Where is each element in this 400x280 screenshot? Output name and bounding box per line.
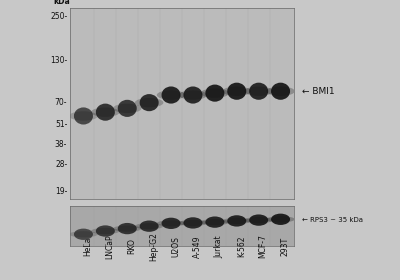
Ellipse shape: [200, 88, 229, 98]
Ellipse shape: [227, 83, 246, 100]
Ellipse shape: [96, 104, 115, 121]
Text: Hep-G2: Hep-G2: [149, 232, 158, 261]
Ellipse shape: [140, 94, 159, 111]
Text: K-562: K-562: [237, 236, 246, 257]
Ellipse shape: [74, 108, 93, 125]
Ellipse shape: [222, 87, 251, 96]
Text: ← RPS3 ~ 35 kDa: ← RPS3 ~ 35 kDa: [302, 217, 364, 223]
Ellipse shape: [113, 225, 142, 232]
Ellipse shape: [222, 218, 251, 224]
Ellipse shape: [271, 214, 290, 225]
Text: 19-: 19-: [55, 187, 67, 196]
Text: 38-: 38-: [55, 140, 67, 149]
Ellipse shape: [162, 218, 180, 229]
Ellipse shape: [179, 90, 207, 100]
Ellipse shape: [200, 219, 229, 225]
Ellipse shape: [69, 231, 98, 237]
Text: 293T: 293T: [280, 237, 290, 256]
Text: ← BMI1: ← BMI1: [302, 87, 335, 96]
Ellipse shape: [249, 214, 268, 226]
Text: RKO: RKO: [127, 239, 136, 255]
Ellipse shape: [91, 228, 120, 234]
Ellipse shape: [157, 90, 185, 100]
Text: 130-: 130-: [50, 56, 67, 65]
Text: HeLa: HeLa: [84, 237, 92, 256]
Text: A-549: A-549: [193, 235, 202, 258]
Ellipse shape: [135, 223, 164, 229]
Ellipse shape: [266, 87, 295, 96]
Ellipse shape: [227, 215, 246, 227]
Text: 51-: 51-: [55, 120, 67, 129]
Ellipse shape: [184, 217, 202, 228]
Ellipse shape: [135, 98, 164, 107]
Ellipse shape: [118, 223, 137, 234]
Ellipse shape: [205, 85, 224, 102]
Ellipse shape: [244, 217, 273, 223]
Ellipse shape: [162, 87, 180, 104]
Ellipse shape: [271, 83, 290, 100]
Ellipse shape: [140, 221, 159, 232]
Text: MCF-7: MCF-7: [259, 235, 268, 258]
Ellipse shape: [205, 216, 224, 228]
Ellipse shape: [179, 220, 207, 226]
Ellipse shape: [113, 104, 142, 113]
Ellipse shape: [249, 83, 268, 100]
Ellipse shape: [74, 228, 93, 240]
Text: Jurkat: Jurkat: [215, 235, 224, 258]
Ellipse shape: [266, 216, 295, 222]
Text: kDa: kDa: [53, 0, 70, 6]
Text: 70-: 70-: [55, 98, 67, 107]
Ellipse shape: [157, 220, 185, 227]
Ellipse shape: [118, 100, 137, 117]
Text: 28-: 28-: [55, 160, 67, 169]
Text: 250-: 250-: [50, 11, 67, 21]
Text: U2OS: U2OS: [171, 236, 180, 257]
Ellipse shape: [184, 87, 202, 104]
Text: LNCaP: LNCaP: [105, 234, 114, 259]
Ellipse shape: [91, 108, 120, 117]
Ellipse shape: [96, 225, 115, 237]
Ellipse shape: [69, 111, 98, 121]
Ellipse shape: [244, 87, 273, 96]
